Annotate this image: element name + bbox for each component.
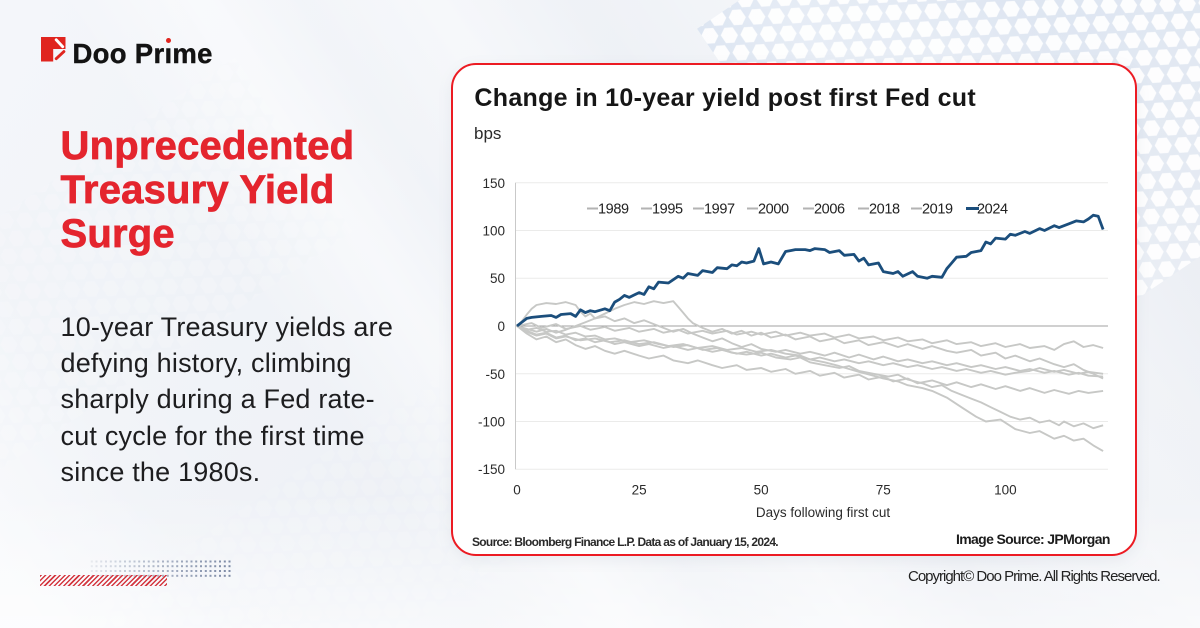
svg-text:2024: 2024 [977,202,1008,218]
svg-text:50: 50 [754,483,769,498]
svg-text:0: 0 [513,483,521,498]
svg-text:2006: 2006 [814,202,845,218]
svg-text:2018: 2018 [869,202,900,218]
svg-text:150: 150 [482,176,505,191]
svg-text:-50: -50 [485,367,505,382]
svg-text:2019: 2019 [922,202,953,218]
svg-text:50: 50 [490,271,505,286]
svg-text:1995: 1995 [652,202,683,218]
svg-text:-100: -100 [478,415,505,430]
svg-text:100: 100 [994,483,1017,498]
svg-text:75: 75 [876,483,891,498]
svg-text:100: 100 [482,224,505,239]
svg-text:25: 25 [632,483,647,498]
svg-text:Days following first cut: Days following first cut [756,505,891,520]
svg-text:1989: 1989 [598,202,629,218]
svg-text:-150: -150 [478,462,505,477]
svg-text:0: 0 [497,319,505,334]
svg-text:2000: 2000 [758,202,789,218]
svg-text:1997: 1997 [704,202,735,218]
